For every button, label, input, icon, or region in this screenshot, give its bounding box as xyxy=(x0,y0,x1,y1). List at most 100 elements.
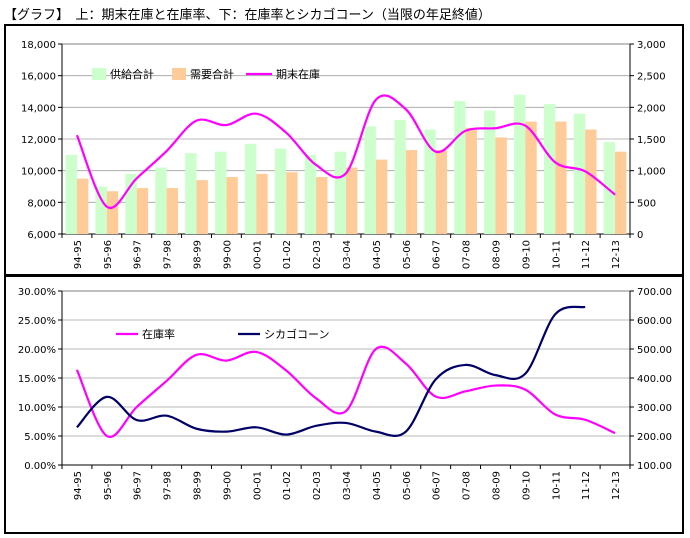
left-tick-label: 14,000 xyxy=(21,103,56,114)
right-tick-label: 2,000 xyxy=(637,103,666,114)
bar-supply xyxy=(454,101,466,234)
x-tick-label: 95-96 xyxy=(103,471,114,500)
x-tick-label: 10-11 xyxy=(551,240,562,269)
stock-line xyxy=(75,94,616,210)
corn-line xyxy=(76,305,586,437)
legend-label: 在庫率 xyxy=(142,327,175,341)
bar-supply xyxy=(364,126,376,234)
right-tick-label: 500 xyxy=(637,198,656,209)
x-tick-label: 97-98 xyxy=(163,240,174,269)
bar-demand xyxy=(136,188,149,234)
ratio-line xyxy=(75,345,616,438)
right-tick-label: 400.00 xyxy=(637,374,672,385)
x-tick-label: 96-97 xyxy=(133,471,144,500)
x-tick-label: 00-01 xyxy=(252,471,263,500)
legend-label: 期末在庫 xyxy=(276,67,320,81)
x-tick-label: 08-09 xyxy=(491,240,502,269)
bar-demand xyxy=(166,188,178,234)
bar-supply xyxy=(304,154,317,234)
bar-supply xyxy=(65,154,77,234)
right-tick-label: 600.00 xyxy=(637,316,672,327)
bar-supply xyxy=(514,94,526,235)
right-tick-label: 1,500 xyxy=(637,135,666,146)
x-tick-label: 06-07 xyxy=(432,471,443,500)
legend-label: シカゴコーン xyxy=(264,327,329,341)
left-tick-label: 15.00% xyxy=(18,374,56,385)
bar-supply xyxy=(573,113,586,234)
bar-demand xyxy=(435,150,448,234)
bottom-legend: 在庫率 シカゴコーン xyxy=(116,327,329,341)
bar-demand xyxy=(286,172,298,234)
legend-label: 供給合計 xyxy=(110,67,154,81)
bar-demand xyxy=(346,167,358,234)
bottom-chart-frame: 0.00% 5.00% 10.00% 15.00% 20.00% 25.00% 30.00%… xyxy=(4,276,684,534)
x-tick-label: 94-95 xyxy=(73,240,84,269)
x-tick-label: 11-12 xyxy=(581,240,592,269)
left-tick-label: 10.00% xyxy=(18,403,56,414)
x-tick-label: 96-97 xyxy=(133,240,144,269)
bar-supply xyxy=(125,173,137,234)
left-tick-label: 6,000 xyxy=(27,230,56,241)
x-tick-label: 09-10 xyxy=(521,240,532,269)
x-tick-label: 09-10 xyxy=(521,471,532,500)
bar-demand xyxy=(226,177,238,234)
x-tick-label: 00-01 xyxy=(252,240,263,269)
x-tick-label: 05-06 xyxy=(402,240,413,269)
bar-supply xyxy=(484,110,496,234)
legend-label: 需要合計 xyxy=(190,67,234,81)
x-tick-label: 01-02 xyxy=(282,471,293,500)
bar-demand xyxy=(196,180,208,234)
x-tick-label: 02-03 xyxy=(312,240,323,269)
x-tick-label: 08-09 xyxy=(491,471,502,500)
x-tick-label: 98-99 xyxy=(193,240,204,269)
right-tick-label: 200.00 xyxy=(637,432,672,443)
x-tick-label: 06-07 xyxy=(432,240,443,269)
bar-demand xyxy=(405,150,418,234)
right-tick-label: 0 xyxy=(637,230,643,241)
bar-demand xyxy=(76,178,89,234)
legend-swatch xyxy=(172,68,186,80)
x-tick-label: 07-08 xyxy=(462,240,473,269)
x-tick-label: 03-04 xyxy=(342,471,353,500)
x-tick-label: 12-13 xyxy=(611,471,622,500)
bar-supply xyxy=(95,186,107,234)
x-tick-label: 04-05 xyxy=(372,471,383,500)
x-tick-label: 05-06 xyxy=(402,471,413,500)
x-tick-label: 99-00 xyxy=(222,471,233,500)
bar-supply xyxy=(155,167,167,234)
left-tick-label: 20.00% xyxy=(18,345,56,356)
bar-supply xyxy=(543,104,556,235)
left-tick-label: 10,000 xyxy=(21,167,56,178)
bar-supply xyxy=(215,151,227,234)
x-tick-label: 02-03 xyxy=(312,471,323,500)
left-tick-label: 25.00% xyxy=(18,316,56,327)
left-tick-label: 5.00% xyxy=(24,432,56,443)
legend-swatch xyxy=(92,68,106,80)
left-tick-label: 12,000 xyxy=(21,135,56,146)
right-tick-label: 300.00 xyxy=(637,403,672,414)
top-chart: 6,000 8,000 10,000 12,000 14,000 16,000 18,000… xyxy=(21,40,666,269)
right-tick-label: 500.00 xyxy=(637,345,672,356)
bottom-chart: 0.00% 5.00% 10.00% 15.00% 20.00% 25.00% 30.00%… xyxy=(18,287,672,500)
x-tick-label: 98-99 xyxy=(193,471,204,500)
x-tick-label: 99-00 xyxy=(222,240,233,269)
right-tick-label: 2,500 xyxy=(637,72,666,83)
bar-supply xyxy=(274,148,287,234)
bar-supply xyxy=(603,142,616,234)
x-tick-label: 95-96 xyxy=(103,240,114,269)
bar-supply xyxy=(244,143,257,234)
bar-demand xyxy=(375,159,388,234)
x-tick-label: 97-98 xyxy=(163,471,174,500)
left-tick-label: 8,000 xyxy=(27,198,56,209)
right-tick-label: 3,000 xyxy=(637,40,666,51)
x-tick-label: 10-11 xyxy=(551,471,562,500)
bar-demand xyxy=(495,137,507,234)
bar-supply xyxy=(394,120,406,234)
x-tick-label: 11-12 xyxy=(581,471,592,500)
top-legend: 供給合計 需要合計 期末在庫 xyxy=(92,67,320,81)
bar-supply xyxy=(424,129,436,234)
x-tick-label: 12-13 xyxy=(611,240,622,269)
bar-demand xyxy=(106,191,119,234)
bar-demand xyxy=(525,121,537,234)
bar-supply xyxy=(185,153,197,234)
